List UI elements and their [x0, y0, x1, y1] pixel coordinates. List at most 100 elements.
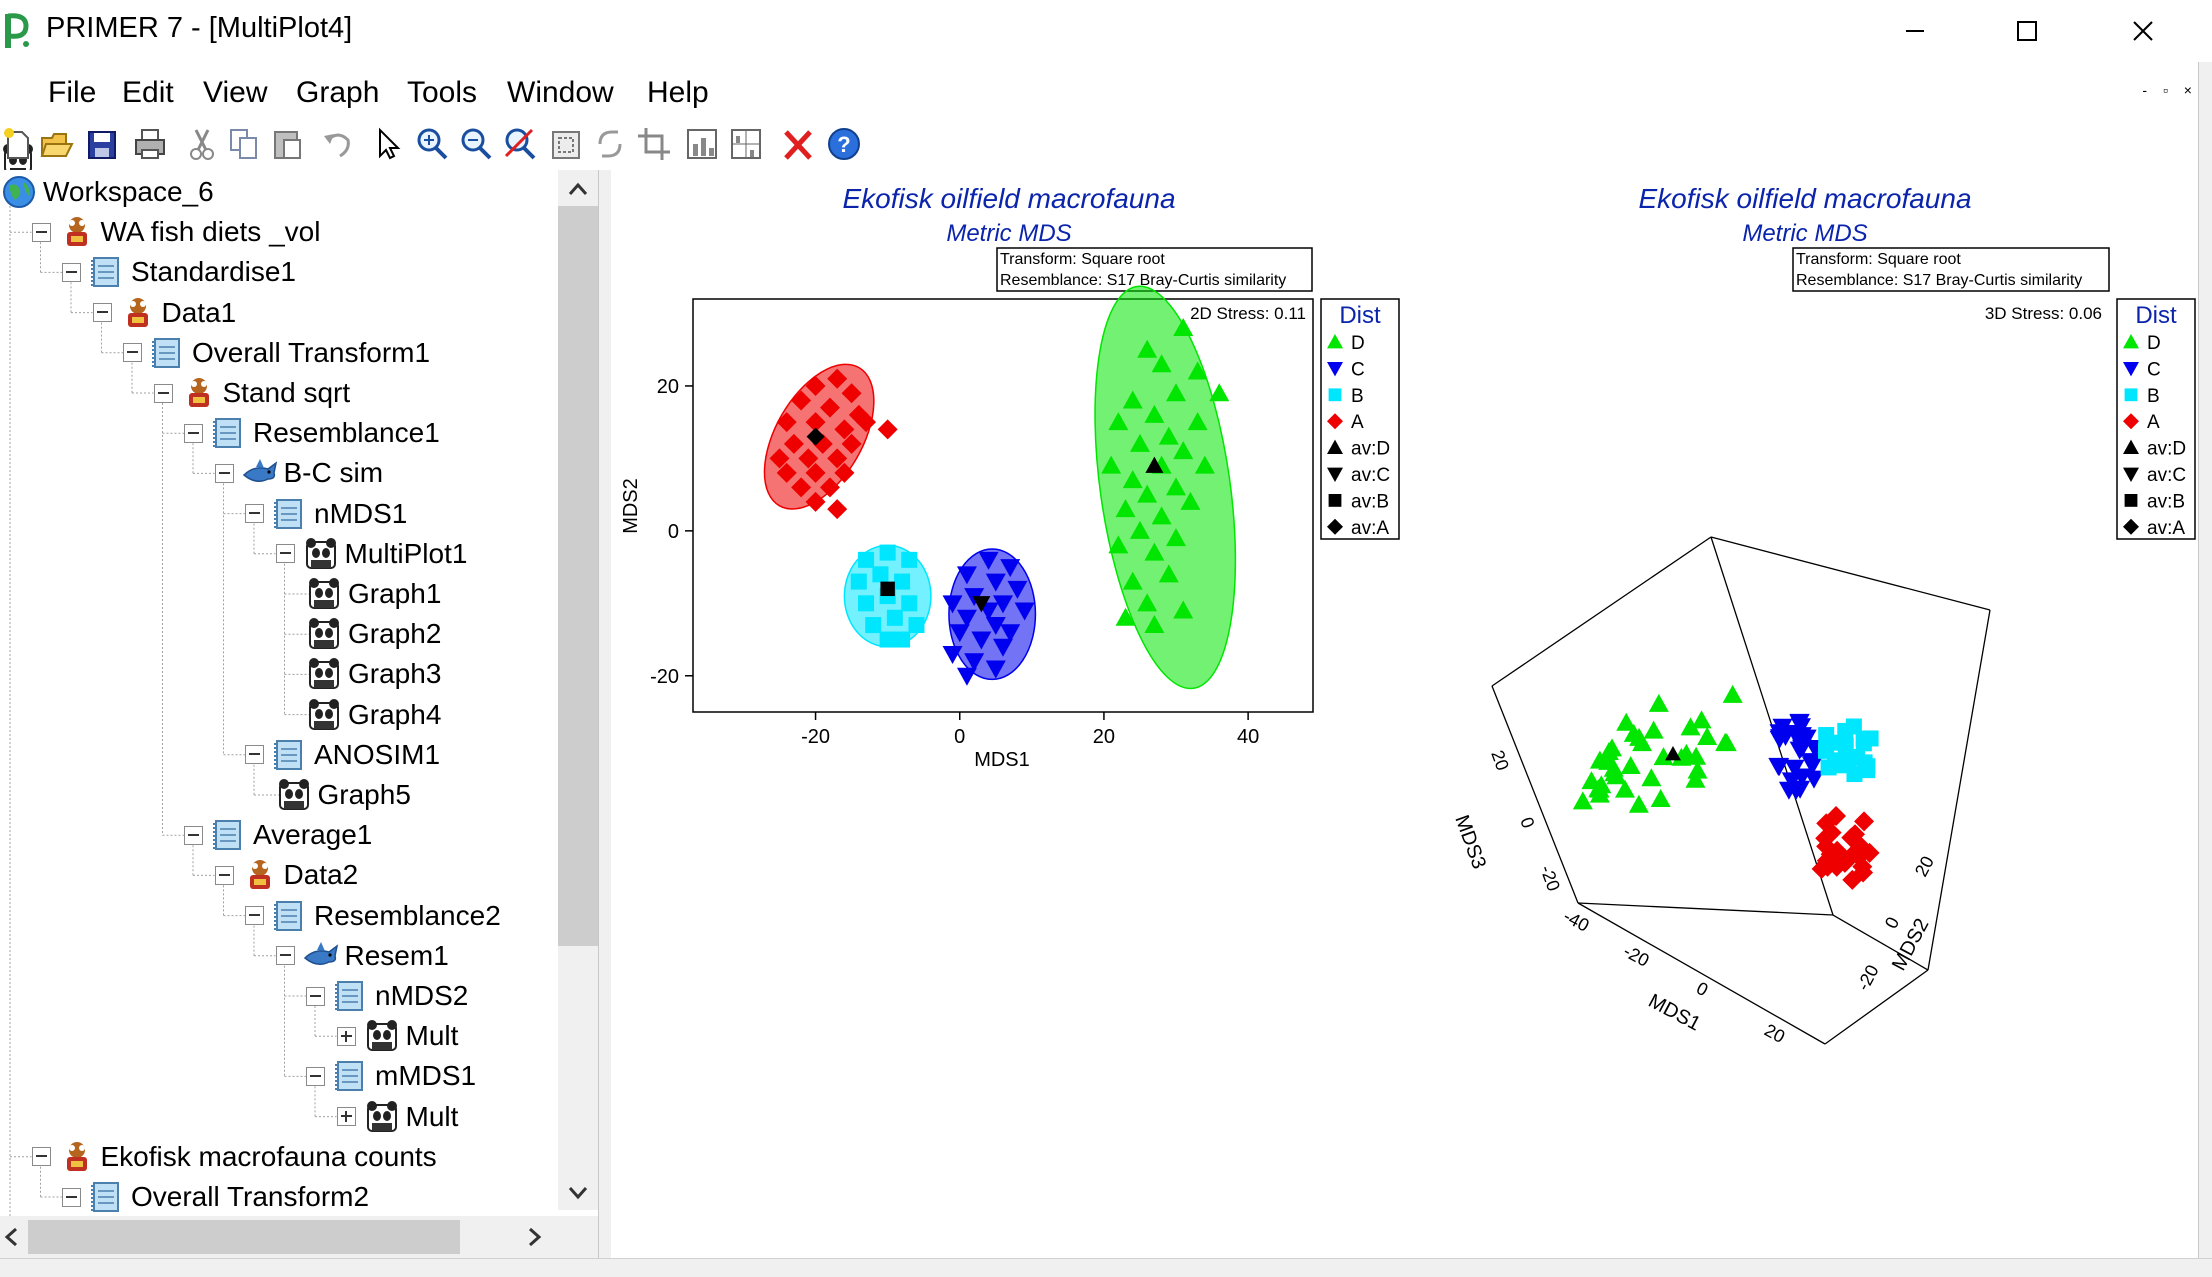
collapse-icon[interactable]: [31, 1147, 51, 1167]
tree-item[interactable]: Resemblance1: [184, 413, 440, 453]
crop-icon[interactable]: [636, 124, 672, 164]
legend-label: B: [1351, 386, 1364, 407]
collapse-icon[interactable]: [275, 544, 295, 564]
close-button[interactable]: [2088, 0, 2198, 62]
tree-item[interactable]: mMDS1: [306, 1056, 476, 1096]
collapse-icon[interactable]: [184, 423, 203, 443]
zoom-in-icon[interactable]: [414, 124, 450, 164]
delete-icon[interactable]: [780, 124, 816, 164]
menu-edit[interactable]: Edit: [122, 76, 174, 109]
tree-vertical-scroll-thumb[interactable]: [558, 206, 598, 946]
tree-item[interactable]: Resemblance2: [245, 896, 501, 936]
copy-icon[interactable]: [226, 124, 262, 164]
collapse-icon[interactable]: [306, 1066, 325, 1086]
collapse-icon[interactable]: [62, 1187, 81, 1207]
tree-item[interactable]: Graph3: [306, 654, 441, 694]
tree-item-label: Workspace_6: [43, 176, 214, 207]
tree-item[interactable]: Average1: [184, 815, 372, 855]
tree-item[interactable]: Standardise1: [62, 252, 296, 292]
help-icon[interactable]: ?: [826, 124, 862, 164]
zoom-out-icon[interactable]: [458, 124, 494, 164]
tree-item[interactable]: Graph5: [276, 775, 411, 815]
mdi-window-controls[interactable]: - ▫ ×: [2142, 82, 2198, 98]
pointer-icon[interactable]: [370, 124, 406, 164]
tree-item[interactable]: Resem1: [275, 936, 449, 976]
open-icon[interactable]: [38, 124, 74, 164]
point-C: [956, 667, 977, 686]
multiplot-icon[interactable]: [728, 124, 764, 164]
collapse-icon[interactable]: [245, 745, 264, 765]
data-icon: [249, 860, 270, 890]
scroll-right-icon[interactable]: [520, 1218, 550, 1256]
select-all-icon[interactable]: [548, 124, 584, 164]
tree-item[interactable]: Data1: [92, 293, 236, 333]
3d-point-D: [1620, 756, 1641, 775]
menu-help[interactable]: Help: [647, 76, 709, 109]
maximize-button[interactable]: [1972, 0, 2082, 62]
menu-tools[interactable]: Tools: [407, 76, 478, 109]
left-centroids: [806, 427, 1164, 613]
tree-item[interactable]: Mult: [336, 1097, 458, 1137]
collapse-icon[interactable]: [31, 222, 51, 242]
point-C: [1014, 602, 1035, 621]
tree-item[interactable]: Data2: [214, 855, 358, 895]
cut-icon[interactable]: [184, 124, 220, 164]
tree-horizontal-scroll-thumb[interactable]: [28, 1220, 460, 1254]
tree-item[interactable]: Overall Transform1: [123, 333, 430, 373]
tree-item[interactable]: Graph2: [306, 614, 441, 654]
pane-splitter[interactable]: [598, 170, 612, 1258]
point-D: [1115, 499, 1136, 518]
point-D: [1101, 455, 1122, 474]
tree-item[interactable]: ANOSIM1: [245, 735, 440, 775]
scroll-left-icon[interactable]: [0, 1218, 26, 1256]
tree-item-label: Stand sqrt: [222, 377, 351, 408]
point-D: [1158, 564, 1179, 583]
collapse-icon[interactable]: [123, 343, 142, 363]
new-icon[interactable]: [0, 124, 36, 164]
tree-item[interactable]: Workspace_6: [1, 172, 214, 212]
rotate-icon[interactable]: [592, 124, 628, 164]
collapse-icon[interactable]: [62, 262, 81, 282]
minimize-button[interactable]: [1860, 0, 1970, 62]
tree-item[interactable]: Ekofisk macrofauna counts: [31, 1137, 437, 1177]
tree-item-label: Graph5: [317, 779, 411, 810]
menu-file[interactable]: File: [48, 76, 97, 109]
legend-label: av:D: [1351, 439, 1390, 460]
undo-icon[interactable]: [320, 124, 356, 164]
tree-item[interactable]: Stand sqrt: [153, 373, 351, 413]
save-icon[interactable]: [84, 124, 120, 164]
menu-window[interactable]: Window: [507, 76, 614, 109]
print-icon[interactable]: [132, 124, 168, 164]
collapse-icon[interactable]: [92, 303, 112, 323]
3d-point-D: [1650, 789, 1671, 808]
zoom-reset-icon[interactable]: [502, 124, 538, 164]
tree-item[interactable]: Graph1: [306, 574, 441, 614]
paste-icon[interactable]: [270, 124, 306, 164]
collapse-icon[interactable]: [214, 463, 234, 483]
tree-item[interactable]: Mult: [336, 1016, 458, 1056]
tree-item[interactable]: WA fish diets _vol: [31, 212, 320, 252]
expand-icon[interactable]: [336, 1026, 356, 1046]
collapse-icon[interactable]: [245, 504, 264, 524]
scroll-down-icon[interactable]: [558, 1176, 598, 1210]
collapse-icon[interactable]: [306, 986, 325, 1006]
tree-item[interactable]: Overall Transform2: [62, 1177, 369, 1217]
scroll-up-icon[interactable]: [558, 172, 598, 206]
tree-item[interactable]: Graph4: [306, 695, 441, 735]
tree-item[interactable]: nMDS1: [245, 494, 407, 534]
expand-icon[interactable]: [336, 1107, 356, 1127]
worksheet-icon: [213, 418, 241, 449]
left-x-axis-label: MDS1: [974, 749, 1030, 771]
collapse-icon[interactable]: [245, 906, 264, 926]
collapse-icon[interactable]: [275, 946, 295, 966]
menu-view[interactable]: View: [203, 76, 268, 109]
data-icon: [66, 1141, 87, 1171]
collapse-icon[interactable]: [184, 825, 203, 845]
collapse-icon[interactable]: [214, 865, 234, 885]
plot-icon[interactable]: [684, 124, 720, 164]
tree-item[interactable]: MultiPlot1: [275, 534, 467, 574]
menu-graph[interactable]: Graph: [296, 76, 380, 109]
tree-item[interactable]: B-C sim: [214, 453, 383, 493]
collapse-icon[interactable]: [153, 383, 173, 403]
tree-item[interactable]: nMDS2: [306, 976, 468, 1016]
